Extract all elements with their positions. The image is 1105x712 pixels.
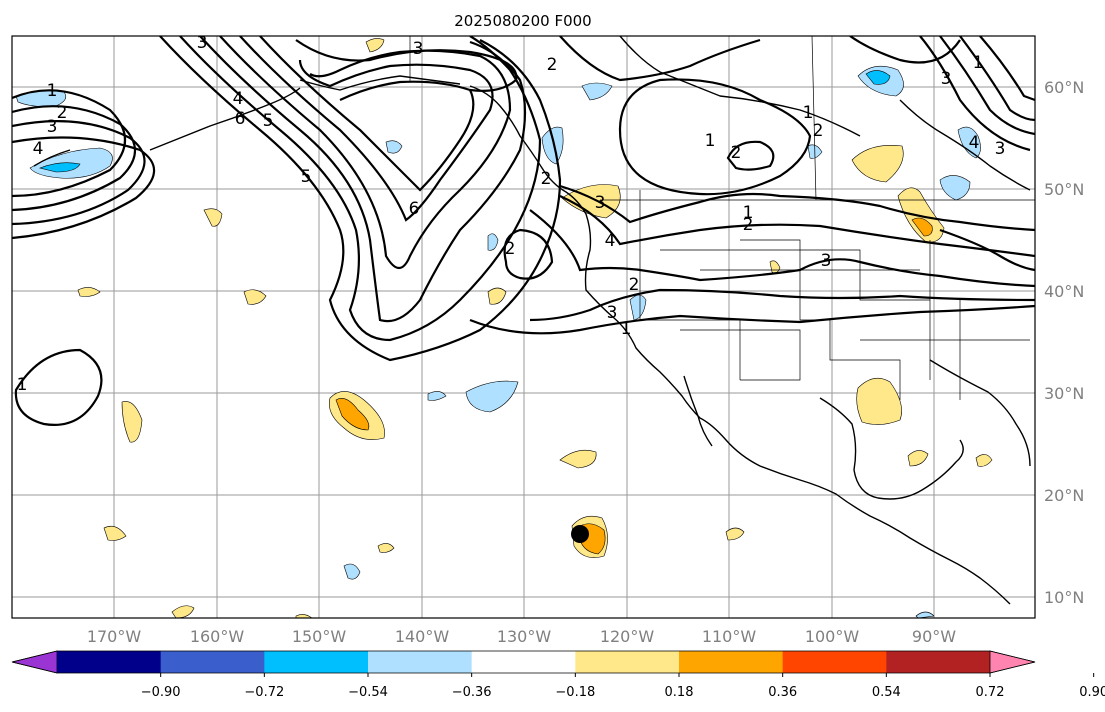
colorbar-extend-max [989,650,1036,674]
contour-label: 5 [301,167,312,187]
contour-label: 3 [607,303,618,323]
contour-label: 1 [17,375,28,395]
lat-label: 50°N [1044,180,1084,199]
map-panel: 1 2 3 4 3 2 1 1 2 3 4 5 6 3 2 2 1 2 1 2 … [12,33,1035,618]
shaded-field [15,38,993,618]
contour-label: 3 [595,193,606,213]
longitude-labels: 170°W 160°W 150°W 140°W 130°W 120°W 110°… [87,627,956,646]
contour-label: 3 [413,39,424,59]
colorbar-segment [264,651,369,673]
map-frame [11,35,1036,619]
colorbar-tick-label: 0.18 [665,685,694,700]
contour-label: 1 [803,103,814,123]
colorbar-tick-label: −0.90 [141,685,181,700]
contour-label: 1 [621,319,632,339]
colorbar-segment [471,651,576,673]
lat-label: 10°N [1044,588,1084,607]
colorbar-outline [11,650,1036,674]
lat-label: 60°N [1044,78,1084,97]
colorbar-tick-label: −0.36 [452,685,492,700]
lat-label: 40°N [1044,282,1084,301]
lon-label: 160°W [190,627,245,646]
graticule [12,36,1035,618]
lon-label: 90°W [912,627,956,646]
colorbar-tick-label: 0.90 [1079,685,1105,700]
colorbar-segment [160,651,265,673]
contour-label: 3 [47,117,58,137]
contour-label: 2 [813,121,824,141]
contour-label: 3 [941,69,952,89]
lon-label: 120°W [600,627,655,646]
colorbar-tick-label: 0.72 [976,685,1005,700]
colorbar-segment [782,651,887,673]
coastlines [33,36,1031,605]
colorbar-extend-min [11,650,58,674]
colorbar-segment [886,651,991,673]
contour-label: 2 [731,143,742,163]
colorbar-tick-label: −0.54 [348,685,388,700]
latitude-labels: 60°N 50°N 40°N 30°N 20°N 10°N [1044,78,1084,607]
contour-label: 6 [235,109,246,129]
colorbar-segment [57,651,162,673]
contour-label: 1 [705,131,716,151]
contour-label: 4 [33,139,44,159]
contour-lines [12,36,1035,426]
lon-label: 100°W [805,627,860,646]
colorbar-tick-label: 0.36 [768,685,797,700]
lat-label: 30°N [1044,384,1084,403]
colorbar: −0.90 −0.72 −0.54 −0.36 −0.18 0.18 0.36 0.54 0.7… [11,650,1105,700]
lon-label: 140°W [395,627,450,646]
colorbar-segment [575,651,680,673]
figure-title: 2025080200 F000 [454,12,591,30]
contour-label: 1 [743,203,754,223]
contour-label: 2 [57,103,68,123]
contour-label: 6 [409,199,420,219]
contour-label: 4 [233,89,244,109]
lat-label: 20°N [1044,486,1084,505]
contour-label: 4 [605,231,616,251]
colorbar-tick-label: −0.18 [555,685,595,700]
lon-label: 110°W [702,627,757,646]
colorbar-tick-label: −0.72 [244,685,284,700]
colorbar-tick-label: 0.54 [872,685,901,700]
contour-label: 3 [821,251,832,271]
storm-marker-icon [571,525,589,543]
contour-label: 5 [263,111,274,131]
contour-label: 1 [47,81,58,101]
contour-label: 2 [743,215,754,235]
contour-label: 2 [505,239,516,259]
colorbar-segment [679,651,784,673]
contour-label: 3 [197,33,208,53]
contour-label: 3 [995,139,1006,159]
contour-label: 1 [973,53,984,73]
colorbar-segment [368,651,473,673]
lon-label: 150°W [292,627,347,646]
contour-label: 2 [629,275,640,295]
contour-label: 2 [547,55,558,75]
contour-label-group: 1 2 3 4 3 2 1 1 2 3 4 5 6 3 2 2 1 2 1 2 … [17,33,1006,395]
lon-label: 170°W [87,627,142,646]
contour-label: 4 [969,133,980,153]
lon-label: 130°W [497,627,552,646]
contour-label: 2 [541,169,552,189]
